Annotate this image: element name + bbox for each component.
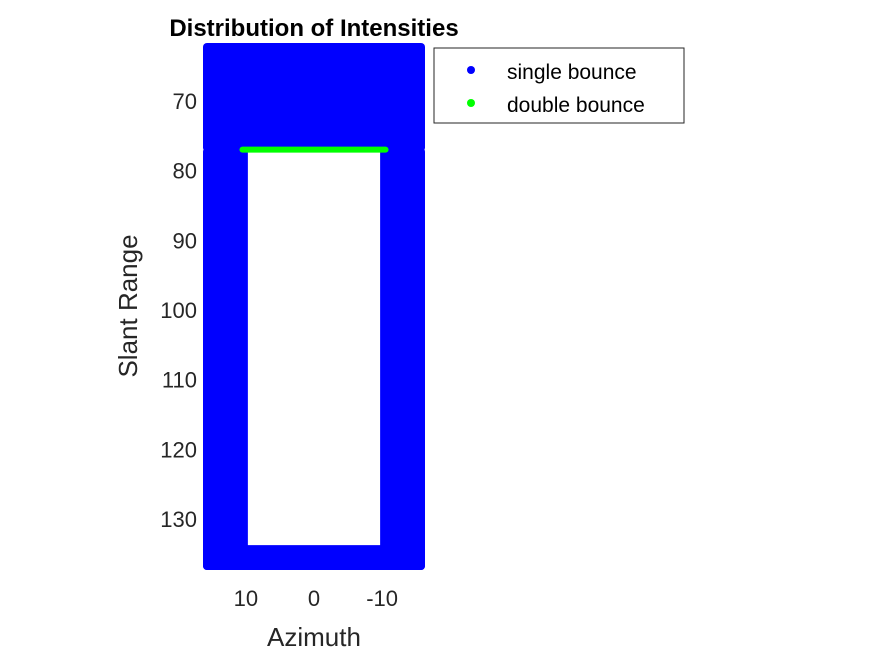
legend: single bounce double bounce — [433, 47, 685, 124]
legend-marker-double-bounce — [467, 99, 475, 107]
y-tick-labels: 70 80 90 100 110 120 130 — [160, 89, 197, 532]
x-tick-label: -10 — [366, 586, 398, 611]
x-axis-label: Azimuth — [267, 622, 361, 652]
single-bounce-region — [203, 545, 425, 570]
y-tick-label: 100 — [160, 298, 197, 323]
single-bounce-region — [203, 147, 248, 570]
x-tick-labels: 10 0 -10 — [234, 586, 398, 611]
y-tick-label: 120 — [160, 437, 197, 462]
y-tick-label: 110 — [162, 368, 197, 393]
y-tick-label: 70 — [173, 89, 197, 114]
legend-label-single-bounce: single bounce — [507, 61, 637, 84]
chart-title: Distribution of Intensities — [169, 15, 458, 42]
legend-label-double-bounce: double bounce — [507, 94, 645, 117]
x-tick-label: 10 — [234, 586, 258, 611]
x-tick-label: 0 — [308, 586, 320, 611]
single-bounce-region — [203, 43, 425, 152]
y-tick-label: 130 — [160, 507, 197, 532]
y-tick-label: 80 — [173, 159, 197, 184]
plot-area — [203, 43, 425, 570]
single-bounce-region — [380, 147, 425, 570]
y-tick-label: 90 — [173, 228, 197, 253]
legend-marker-single-bounce — [467, 66, 475, 74]
legend-box — [433, 47, 685, 124]
y-axis-label: Slant Range — [113, 234, 143, 377]
